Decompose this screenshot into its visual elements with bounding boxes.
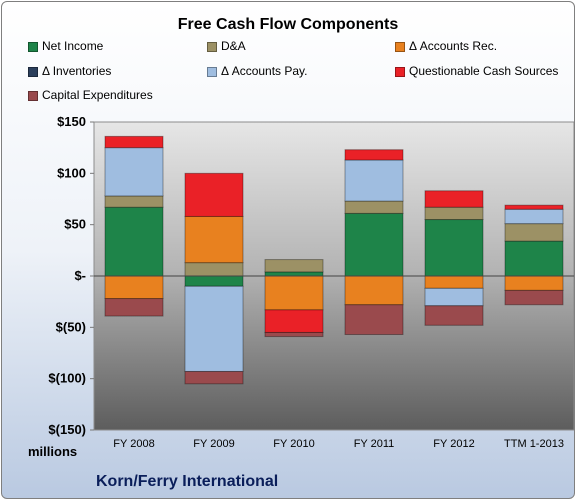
- x-tick-label: FY 2008: [113, 438, 154, 450]
- legend-swatch-questionable-cash: [395, 66, 405, 77]
- legend-swatch-capex: [28, 90, 38, 101]
- chart-plot: $150 $100 $50 $- $(50) $(100) $(150) FY 2008 FY…: [48, 114, 574, 450]
- bar-segment: [264, 331, 324, 338]
- legend-label-questionable-cash: Questionable Cash Sources: [409, 64, 559, 78]
- bar-segment: [264, 309, 324, 333]
- legend-label-accounts-pay: Δ Accounts Pay.: [221, 64, 308, 78]
- bar-segment: [344, 149, 404, 161]
- bar-segment: [184, 370, 244, 385]
- bar-segment: [184, 275, 244, 287]
- bar-segment: [184, 285, 244, 372]
- legend-label-da: D&A: [221, 39, 246, 53]
- bar-segment: [184, 215, 244, 264]
- bar-segment: [344, 200, 404, 214]
- bar-segment: [424, 190, 484, 208]
- chart-title: Free Cash Flow Components: [177, 16, 399, 33]
- bar-segment: [184, 262, 244, 277]
- legend-label-capex: Capital Expenditures: [42, 88, 153, 102]
- legend-swatch-da: [207, 41, 217, 52]
- bar-segment: [104, 147, 164, 197]
- legend-swatch-net-income: [28, 41, 38, 52]
- bar-segment: [504, 275, 564, 291]
- bar-segment: [344, 159, 404, 202]
- bar-segment: [344, 275, 404, 306]
- legend-item-accounts-pay: Δ Accounts Pay.: [207, 64, 308, 78]
- legend-swatch-inventories: [28, 66, 38, 77]
- y-tick-label: $(50): [56, 319, 86, 334]
- bar-segment: [424, 275, 484, 289]
- legend-swatch-accounts-rec: [395, 41, 405, 52]
- x-tick-label: FY 2010: [273, 438, 314, 450]
- bar-segment: [104, 206, 164, 277]
- units-label: millions: [28, 444, 78, 459]
- x-tick-label: FY 2009: [193, 438, 234, 450]
- legend-label-inventories: Δ Inventories: [42, 64, 112, 78]
- legend-item-accounts-rec: Δ Accounts Rec.: [395, 39, 497, 53]
- legend-label-net-income: Net Income: [42, 39, 104, 53]
- bar-segment: [264, 275, 324, 311]
- legend-item-net-income: Net Income: [28, 39, 103, 53]
- bar-segment: [104, 135, 164, 149]
- bar-segment: [184, 172, 244, 217]
- bar-segment: [504, 289, 564, 306]
- bar-segment: [424, 219, 484, 277]
- legend-label-accounts-rec: Δ Accounts Rec.: [409, 39, 498, 53]
- bar-segment: [424, 305, 484, 326]
- bar-segment: [344, 212, 404, 277]
- x-tick-label: TTM 1-2013: [504, 438, 564, 450]
- bar-segment: [504, 240, 564, 277]
- legend-item-questionable-cash: Questionable Cash Sources: [395, 64, 558, 78]
- x-tick-label: FY 2011: [354, 438, 395, 450]
- bar-segment: [104, 275, 164, 300]
- bar-segment: [104, 298, 164, 317]
- bar-segment: [424, 287, 484, 307]
- legend-item-capex: Capital Expenditures: [28, 88, 153, 102]
- bar-segment: [504, 223, 564, 242]
- bar-segment: [424, 206, 484, 221]
- y-tick-label: $100: [57, 165, 86, 180]
- y-tick-label: $(150): [48, 422, 86, 437]
- company-name: Korn/Ferry International: [96, 473, 279, 490]
- bar-segment: [264, 271, 324, 277]
- y-tick-label: $-: [74, 268, 86, 283]
- legend-swatch-accounts-pay: [207, 66, 217, 77]
- y-tick-label: $150: [57, 114, 86, 129]
- bar-segment: [344, 304, 404, 336]
- legend-item-da: D&A: [207, 39, 246, 53]
- bar-segment: [504, 204, 564, 210]
- y-tick-label: $50: [64, 217, 86, 232]
- bar-segment: [264, 259, 324, 273]
- bar-segment: [504, 208, 564, 225]
- x-tick-label: FY 2012: [433, 438, 474, 450]
- legend-item-inventories: Δ Inventories: [28, 64, 111, 78]
- bar-segment: [104, 195, 164, 208]
- y-tick-label: $(100): [48, 371, 86, 386]
